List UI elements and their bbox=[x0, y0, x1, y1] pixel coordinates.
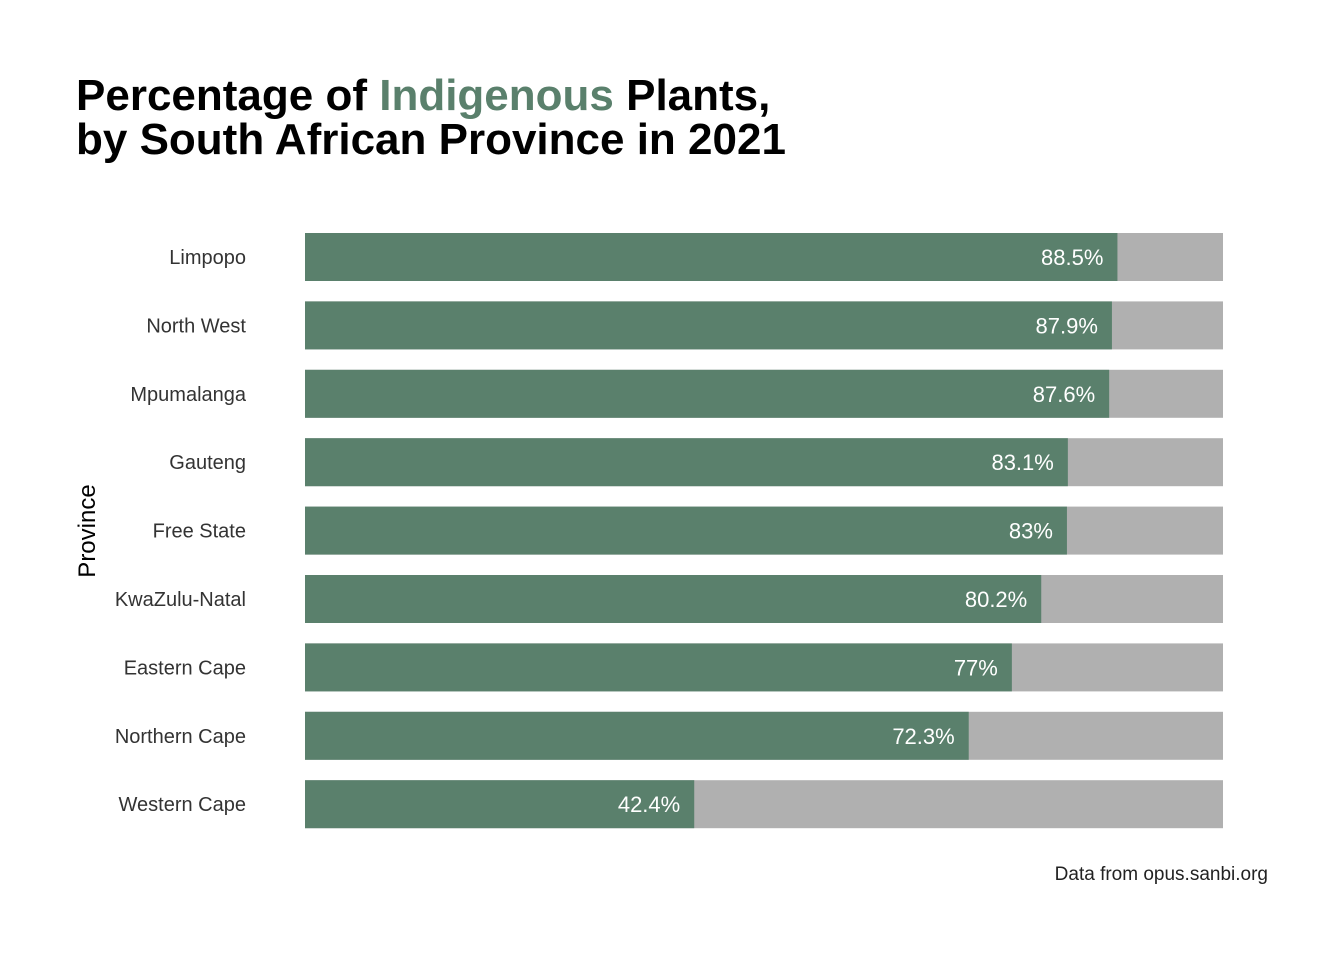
bar-indigenous bbox=[305, 575, 1042, 623]
y-axis-title: Province bbox=[74, 484, 101, 577]
value-label: 83.1% bbox=[991, 450, 1053, 475]
category-label: Free State bbox=[153, 521, 246, 543]
category-label: Mpumalanga bbox=[130, 384, 247, 406]
category-label: KwaZulu-Natal bbox=[115, 589, 246, 611]
chart-title-suffix: Plants, bbox=[614, 71, 771, 120]
bar-indigenous bbox=[305, 301, 1112, 350]
value-label: 87.6% bbox=[1033, 382, 1095, 407]
bar-indigenous bbox=[305, 233, 1118, 281]
value-label: 88.5% bbox=[1041, 245, 1103, 270]
category-label: Eastern Cape bbox=[124, 657, 246, 679]
value-label: 72.3% bbox=[892, 724, 954, 749]
bar-indigenous bbox=[305, 780, 695, 829]
bar-indigenous bbox=[305, 369, 1110, 418]
category-label: North West bbox=[146, 315, 246, 337]
bar-indigenous bbox=[305, 711, 969, 760]
bar-indigenous bbox=[305, 643, 1012, 692]
value-label: 42.4% bbox=[618, 792, 680, 817]
value-label: 80.2% bbox=[965, 587, 1027, 612]
value-label: 87.9% bbox=[1036, 313, 1098, 338]
bars-group: Limpopo 88.5% North West 87.9% Mpumalanga 87.… bbox=[115, 233, 1223, 829]
chart-title-highlight: Indigenous bbox=[379, 71, 614, 120]
category-label: Gauteng bbox=[169, 452, 246, 474]
chart-title-line1: Percentage of Indigenous Plants, bbox=[76, 71, 770, 120]
value-label: 77% bbox=[954, 655, 998, 680]
bar-indigenous bbox=[305, 438, 1068, 487]
bar-indigenous bbox=[305, 506, 1067, 555]
chart-title-line2: by South African Province in 2021 bbox=[76, 115, 786, 164]
caption: Data from opus.sanbi.org bbox=[1055, 864, 1268, 885]
value-label: 83% bbox=[1009, 519, 1053, 544]
chart-title-prefix: Percentage of bbox=[76, 71, 379, 120]
category-label: Northern Cape bbox=[115, 726, 246, 748]
category-label: Limpopo bbox=[169, 247, 246, 269]
category-label: Western Cape bbox=[119, 794, 246, 816]
